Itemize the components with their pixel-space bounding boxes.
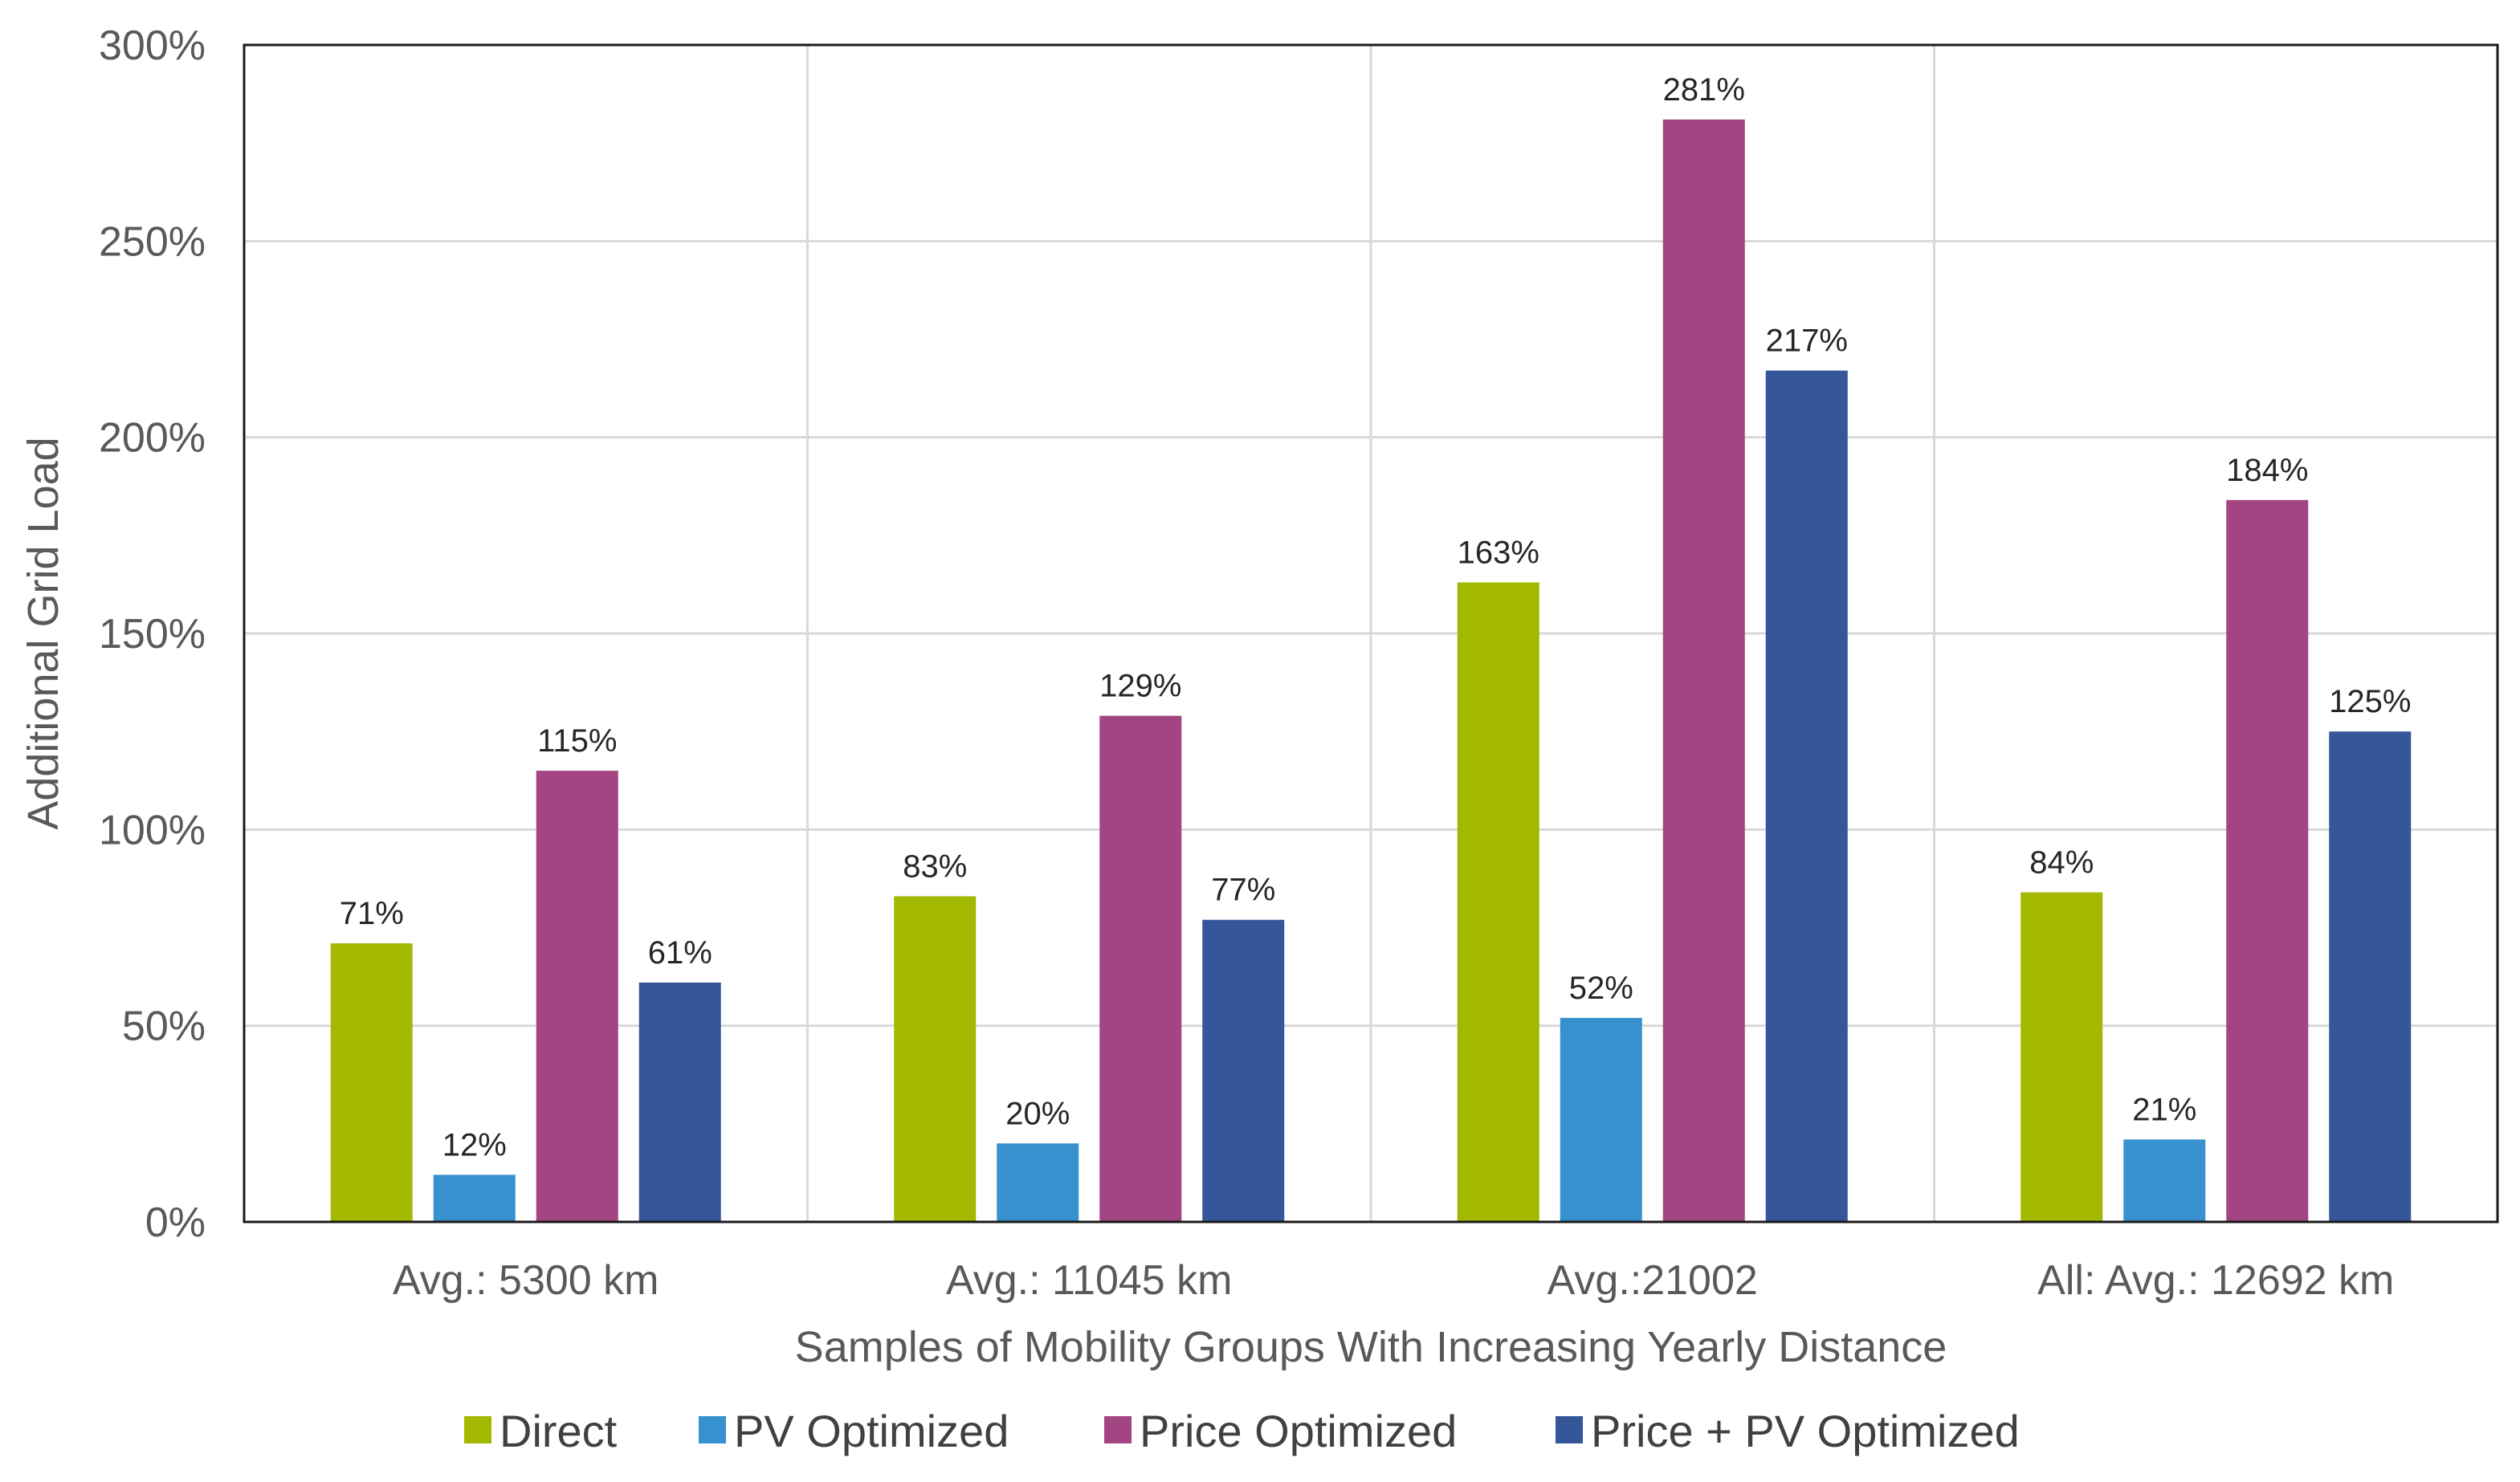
y-tick-label: 300% [99, 22, 206, 69]
y-tick-label: 150% [99, 611, 206, 658]
bar [997, 1143, 1079, 1222]
legend-swatch [1104, 1416, 1132, 1443]
data-label: 61% [648, 935, 712, 971]
bars [330, 119, 2412, 1223]
legend-label: Direct [500, 1406, 618, 1456]
bar [330, 943, 413, 1222]
legend-swatch [699, 1416, 726, 1443]
bar [894, 896, 977, 1222]
plot-area-frame [243, 43, 2499, 1223]
legend-label: Price Optimized [1140, 1406, 1457, 1456]
bar [1457, 582, 1539, 1222]
y-tick-label: 200% [99, 415, 206, 462]
data-label: 217% [1766, 324, 1848, 359]
bar [1560, 1017, 1642, 1222]
y-tick-label: 50% [122, 1004, 206, 1050]
data-label: 115% [537, 723, 617, 759]
x-tick-label: Avg.: 5300 km [393, 1257, 659, 1304]
bar [1099, 715, 1182, 1222]
data-label: 21% [2132, 1092, 2196, 1127]
bar [1202, 919, 1285, 1222]
data-label: 20% [1005, 1096, 1070, 1131]
data-labels: 71% 83% 163% 84% 12% 20% 52% 21% 115% 129% 281% 184… [340, 72, 2412, 1163]
x-axis-ticks: Avg.: 5300 km Avg.: 11045 km Avg.:21002 All… [393, 1257, 2394, 1304]
bar [638, 982, 721, 1222]
bar [2329, 731, 2412, 1222]
data-label: 71% [340, 896, 404, 931]
bar [1662, 119, 1745, 1222]
data-label: 84% [2029, 845, 2094, 881]
legend-label: Price + PV Optimized [1591, 1406, 2020, 1456]
legend-swatch [1556, 1416, 1583, 1443]
data-label: 125% [2329, 684, 2411, 719]
data-label: 281% [1663, 72, 1745, 108]
bar [2020, 892, 2103, 1222]
x-tick-label: Avg.: 11045 km [946, 1257, 1233, 1304]
data-label: 129% [1099, 669, 1181, 704]
data-label: 184% [2226, 453, 2308, 488]
x-axis-title: Samples of Mobility Groups With Increasi… [795, 1323, 1947, 1371]
legend-label: PV Optimized [734, 1406, 1009, 1456]
x-tick-label: Avg.:21002 [1547, 1257, 1758, 1304]
y-tick-label: 100% [99, 807, 206, 853]
data-label: 163% [1458, 535, 1539, 570]
data-label: 83% [903, 849, 967, 884]
y-axis-ticks: 0% 50% 100% 150% 200% 250% 300% [99, 22, 206, 1246]
y-tick-label: 250% [99, 218, 206, 265]
legend-swatch [464, 1416, 491, 1443]
legend: Direct PV Optimized Price Optimized Price +… [464, 1406, 2020, 1456]
gridlines [244, 45, 2498, 1222]
bar [433, 1175, 516, 1222]
bar [1765, 370, 1848, 1223]
bar [2123, 1139, 2206, 1222]
data-label: 12% [442, 1127, 507, 1162]
y-axis-title: Additional Grid Load [19, 437, 67, 829]
x-tick-label: All: Avg.: 12692 km [2037, 1257, 2394, 1304]
bar [2226, 499, 2309, 1222]
data-label: 77% [1211, 873, 1275, 908]
y-tick-label: 0% [145, 1199, 206, 1246]
data-label: 52% [1569, 971, 1633, 1006]
bar [536, 771, 618, 1222]
